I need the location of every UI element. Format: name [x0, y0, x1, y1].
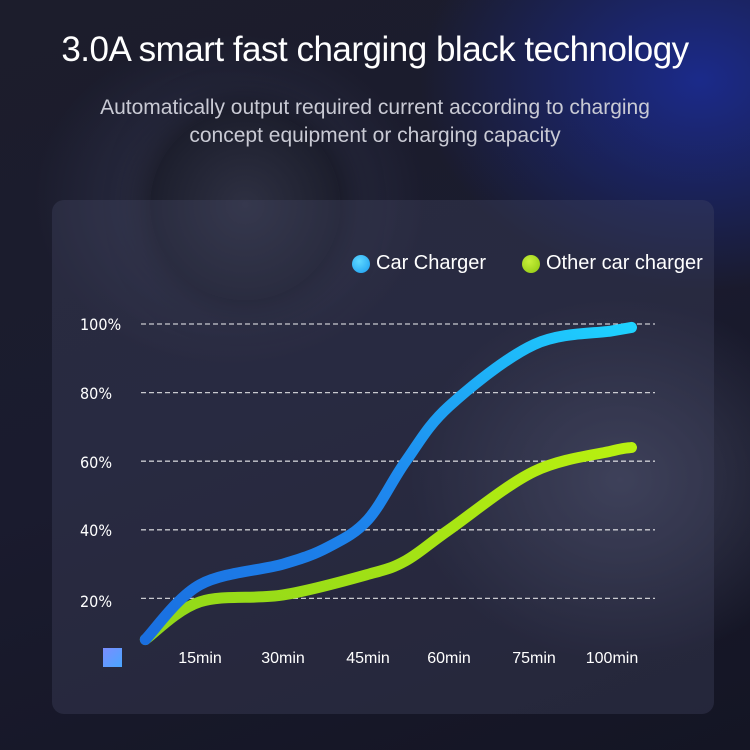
series-line-other-car-charger [139, 441, 637, 646]
x-tick-60: 60min [427, 650, 471, 667]
x-tick-45: 45min [346, 650, 390, 667]
x-tick-75: 75min [512, 650, 556, 667]
series-line-car-charger [139, 321, 637, 646]
x-tick-30: 30min [261, 650, 305, 667]
y-tick-40: 40% [80, 521, 112, 540]
legend-label: Car Charger [376, 252, 487, 274]
legend-item-other-charger: Other car charger [522, 252, 703, 275]
y-tick-60: 60% [80, 453, 112, 472]
background-steering-wheel [150, 110, 340, 300]
x-tick-100: 100min [585, 650, 639, 667]
origin-marker-icon [103, 648, 122, 667]
x-tick-15: 15min [178, 650, 222, 667]
y-tick-80: 80% [80, 384, 112, 403]
green-dot-icon [522, 254, 540, 273]
page-subtitle: Automatically output required current ac… [100, 96, 650, 147]
legend-label: Other car charger [546, 252, 703, 274]
y-tick-100: 100% [80, 315, 122, 334]
legend-item-car-charger: Car Charger [352, 252, 486, 275]
blue-dot-icon [352, 254, 370, 273]
page-title: 3.0A smart fast charging black technolog… [61, 30, 689, 69]
y-tick-20: 20% [80, 592, 112, 611]
